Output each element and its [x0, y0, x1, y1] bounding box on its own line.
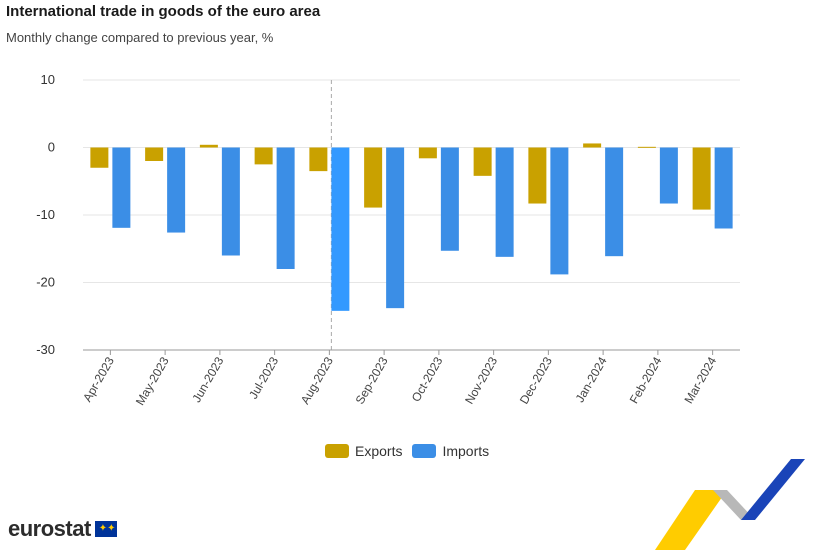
imports-swatch — [412, 444, 437, 458]
legend-label-imports: Imports — [442, 443, 490, 459]
exports-bar-may-2023[interactable] — [145, 147, 164, 162]
x-tick-label: Mar-2024 — [681, 354, 719, 406]
exports-bar-jan-2024[interactable] — [583, 143, 602, 148]
x-tick-label: May-2023 — [133, 354, 172, 407]
exports-bar-jun-2023[interactable] — [199, 144, 218, 148]
y-axis-ticks: 10 0 -10 -20 -30 — [36, 72, 55, 357]
imports-bar-jan-2024[interactable] — [605, 147, 624, 257]
decorative-swoosh-icon — [655, 459, 805, 550]
y-tick-label: -10 — [36, 207, 55, 222]
x-tick-label: Aug-2023 — [298, 354, 336, 406]
bar-chart: 10 0 -10 -20 -30 Apr-2023 May-2023 Jun-2023 Jul… — [36, 72, 740, 408]
imports-bar-jul-2023[interactable] — [276, 147, 295, 270]
x-tick-label: Jan-2024 — [573, 354, 610, 405]
imports-bar-dec-2023[interactable] — [550, 147, 569, 275]
y-tick-label: -20 — [36, 275, 55, 290]
x-tick-label: Dec-2023 — [517, 354, 555, 406]
exports-bar-apr-2023[interactable] — [90, 147, 109, 168]
exports-bar-mar-2024[interactable] — [692, 147, 711, 210]
logo-text: eurostat — [8, 516, 91, 541]
exports-swatch — [325, 444, 349, 458]
imports-bar-feb-2024[interactable] — [659, 147, 678, 204]
exports-bar-sep-2023[interactable] — [364, 147, 383, 208]
eu-flag-icon: ✦✦ — [94, 521, 117, 537]
eurostat-logo: eurostat ✦✦ — [8, 516, 117, 542]
x-tick-label: Jul-2023 — [246, 354, 281, 401]
x-tick-label: Sep-2023 — [353, 354, 391, 406]
exports-bar-feb-2024[interactable] — [637, 146, 656, 148]
bars — [90, 143, 733, 311]
exports-bar-dec-2023[interactable] — [528, 147, 547, 204]
y-tick-label: -30 — [36, 342, 55, 357]
imports-bar-sep-2023[interactable] — [386, 147, 405, 309]
legend-item-exports[interactable]: Exports — [325, 443, 402, 459]
imports-bar-apr-2023[interactable] — [112, 147, 131, 228]
x-axis-ticks: Apr-2023 May-2023 Jun-2023 Jul-2023 Aug-2023… — [80, 350, 719, 408]
chart-subtitle: Monthly change compared to previous year… — [6, 30, 274, 45]
imports-bar-may-2023[interactable] — [167, 147, 186, 233]
grid-lines — [83, 79, 740, 351]
imports-bar-nov-2023[interactable] — [495, 147, 514, 257]
x-tick-label: Apr-2023 — [80, 354, 117, 404]
chart-title: International trade in goods of the euro… — [6, 3, 321, 20]
x-tick-label: Oct-2023 — [409, 354, 446, 404]
exports-bar-aug-2023[interactable] — [309, 147, 328, 172]
exports-bar-nov-2023[interactable] — [473, 147, 492, 176]
legend-item-imports[interactable]: Imports — [412, 443, 489, 459]
x-tick-label: Feb-2024 — [627, 354, 665, 406]
y-tick-label: 10 — [41, 72, 55, 87]
legend-label-exports: Exports — [355, 443, 403, 459]
y-tick-label: 0 — [48, 140, 55, 155]
exports-bar-oct-2023[interactable] — [418, 147, 437, 159]
x-tick-label: Nov-2023 — [462, 354, 500, 406]
imports-bar-oct-2023[interactable] — [440, 147, 459, 251]
legend: Exports Imports — [325, 443, 489, 459]
imports-bar-jun-2023[interactable] — [221, 147, 240, 256]
exports-bar-jul-2023[interactable] — [254, 147, 273, 165]
imports-bar-aug-2023[interactable] — [331, 147, 350, 311]
imports-bar-mar-2024[interactable] — [714, 147, 733, 229]
x-tick-label: Jun-2023 — [189, 354, 226, 405]
